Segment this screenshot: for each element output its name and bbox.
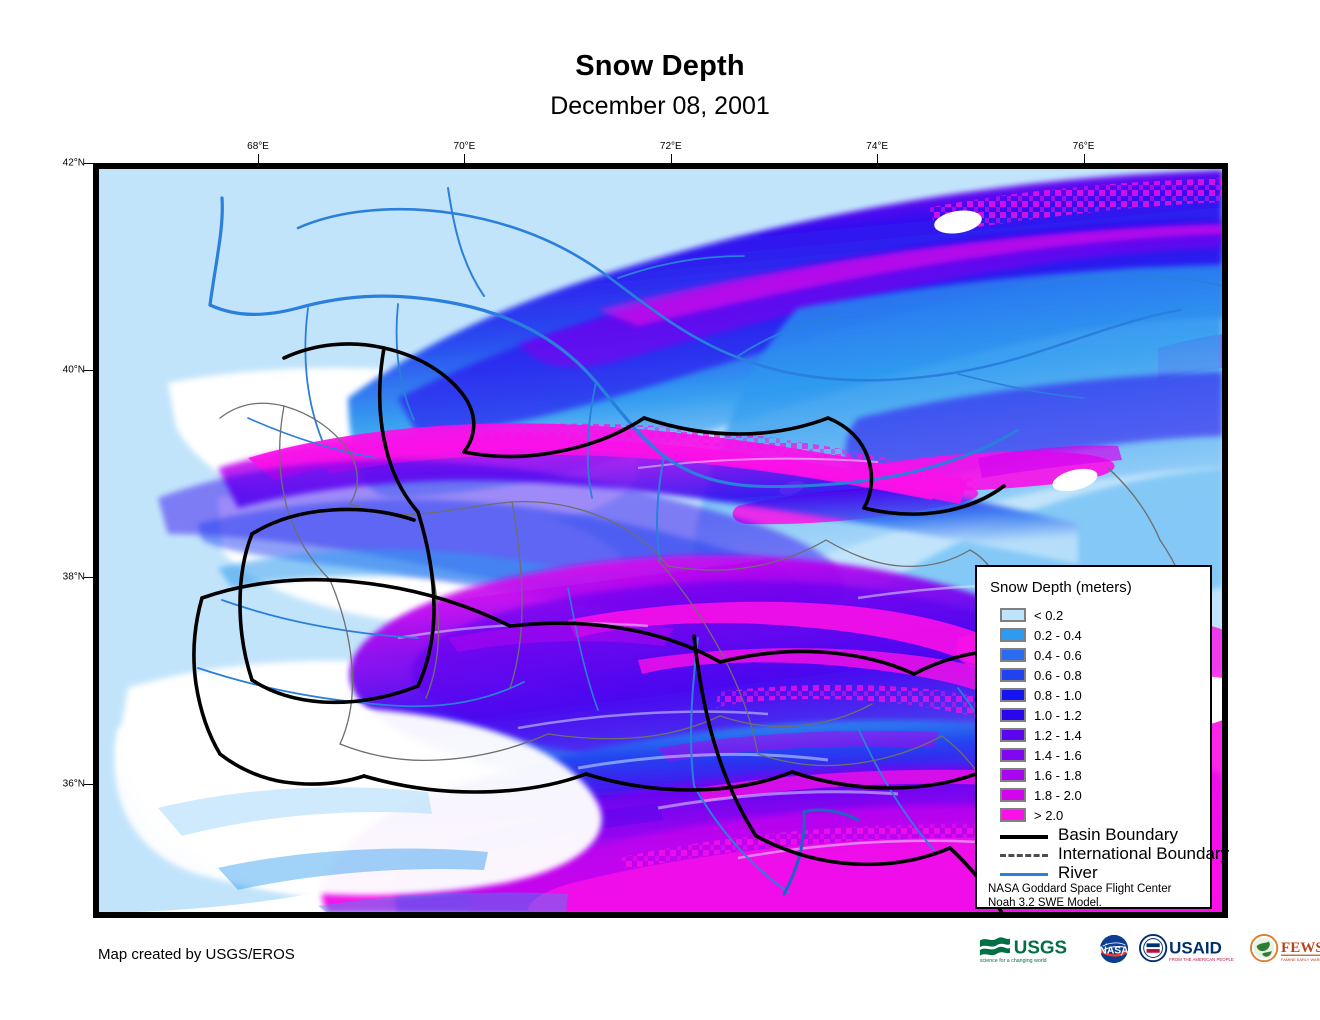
international-boundary-layer <box>219 402 1197 807</box>
legend-credit-line-2: Noah 3.2 SWE Model. <box>988 896 1102 909</box>
legend-line-symbol <box>1000 847 1048 861</box>
legend-line-row: River <box>1000 863 1210 882</box>
legend-class-label: 0.8 - 1.0 <box>1034 687 1082 703</box>
legend-credit-line-1: NASA Goddard Space Flight Center <box>988 883 1172 895</box>
legend-class-row: 1.4 - 1.6 <box>1000 745 1200 765</box>
lat-tick-label: 38°N <box>62 571 85 583</box>
legend-color-swatch <box>1000 768 1026 782</box>
legend-class-label: 0.4 - 0.6 <box>1034 647 1082 663</box>
legend-class-label: > 2.0 <box>1034 807 1064 823</box>
lat-tick-mark <box>84 369 93 371</box>
legend-class-label: 0.2 - 0.4 <box>1034 627 1082 643</box>
svg-text:FEWS NET: FEWS NET <box>1281 940 1320 956</box>
lat-tick-label: 40°N <box>62 364 85 376</box>
legend-line-row: International Boundary <box>1000 844 1229 863</box>
legend-line-label: International Boundary <box>1058 843 1230 863</box>
legend-line-list: Basin Boundary International Boundary Rive… <box>1000 825 1229 882</box>
legend-class-row: < 0.2 <box>1000 605 1200 625</box>
usaid-logo[interactable]: USAID FROM THE AMERICAN PEOPLE <box>1139 933 1241 965</box>
legend-color-swatch <box>1000 708 1026 722</box>
snow-depth-raster <box>98 168 1223 913</box>
legend-class-label: 1.0 - 1.2 <box>1034 707 1082 723</box>
map-frame[interactable] <box>93 163 1228 918</box>
legend-class-row: 1.6 - 1.8 <box>1000 765 1200 785</box>
page-subtitle: December 08, 2001 <box>550 92 770 120</box>
legend-line-label: River <box>1058 862 1098 882</box>
legend-class-row: 0.6 - 0.8 <box>1000 665 1200 685</box>
lon-tick-mark <box>670 154 672 163</box>
legend-class-label: 1.6 - 1.8 <box>1034 767 1082 783</box>
legend-line-label: Basin Boundary <box>1058 824 1179 844</box>
legend-color-swatch <box>1000 628 1026 642</box>
legend-class-row: 1.2 - 1.4 <box>1000 725 1200 745</box>
lon-tick-mark <box>877 154 879 163</box>
legend-class-row: 0.4 - 0.6 <box>1000 645 1200 665</box>
lon-tick-label: 76°E <box>1072 141 1095 152</box>
legend-class-list: < 0.2 0.2 - 0.4 0.4 - 0.6 0.6 - 0.8 0.8 - 1.… <box>1000 605 1200 825</box>
svg-text:USGS: USGS <box>1014 937 1067 958</box>
lon-tick-mark <box>464 154 466 163</box>
svg-text:FROM THE AMERICAN PEOPLE: FROM THE AMERICAN PEOPLE <box>1169 957 1234 962</box>
lon-tick-mark <box>258 154 260 163</box>
svg-text:science for a changing world: science for a changing world <box>980 958 1047 964</box>
legend-class-row: 0.2 - 0.4 <box>1000 625 1200 645</box>
lat-tick-mark <box>84 163 93 164</box>
fewsnet-logo[interactable]: FEWS NET FAMINE EARLY WARNING SYSTEMS NE… <box>1249 933 1320 965</box>
legend-class-label: 0.6 - 0.8 <box>1034 667 1082 683</box>
legend-line-symbol <box>1000 828 1048 842</box>
legend-color-swatch <box>1000 608 1026 622</box>
nasa-logo[interactable]: NASA <box>1098 933 1130 965</box>
usgs-logo[interactable]: USGS science for a changing world <box>978 933 1089 965</box>
legend-panel[interactable]: Snow Depth (meters) < 0.2 0.2 - 0.4 0.4 - … <box>975 565 1229 910</box>
legend-line-row: Basin Boundary <box>1000 825 1210 844</box>
legend-line-symbol <box>1000 866 1048 880</box>
legend-class-row: 0.8 - 1.0 <box>1000 685 1200 705</box>
footer-credit: Map created by USGS/EROS <box>98 946 295 963</box>
svg-text:NASA: NASA <box>1099 946 1129 957</box>
svg-text:FAMINE EARLY WARNING SYSTEMS N: FAMINE EARLY WARNING SYSTEMS NETWORK <box>1281 957 1320 962</box>
legend-class-label: 1.4 - 1.6 <box>1034 747 1082 763</box>
legend-color-swatch <box>1000 788 1026 802</box>
lon-tick-label: 74°E <box>866 141 889 152</box>
legend-class-label: 1.2 - 1.4 <box>1034 727 1082 743</box>
legend-color-swatch <box>1000 728 1026 742</box>
lon-tick-label: 72°E <box>659 141 682 152</box>
lat-tick-label: 36°N <box>62 778 85 790</box>
legend-color-swatch <box>1000 668 1026 682</box>
legend-class-row: > 2.0 <box>1000 805 1200 825</box>
page-title: Snow Depth <box>575 50 745 82</box>
lat-tick-mark <box>84 783 93 785</box>
lon-tick-label: 68°E <box>247 141 269 152</box>
lon-tick-mark <box>1083 154 1085 163</box>
lat-tick-mark <box>84 576 93 578</box>
legend-class-row: 1.0 - 1.2 <box>1000 705 1200 725</box>
legend-credit: NASA Goddard Space Flight Center Noah 3.… <box>988 883 1171 910</box>
legend-class-label: 1.8 - 2.0 <box>1034 787 1082 803</box>
legend-class-row: 1.8 - 2.0 <box>1000 785 1200 805</box>
legend-class-label: < 0.2 <box>1034 607 1064 623</box>
lon-tick-label: 70°E <box>453 141 476 152</box>
legend-color-swatch <box>1000 748 1026 762</box>
logo-bar: USGS science for a changing world NASA U… <box>978 932 1320 966</box>
legend-color-swatch <box>1000 688 1026 702</box>
legend-color-swatch <box>1000 808 1026 822</box>
lat-tick-label: 42°N <box>62 157 85 169</box>
svg-text:USAID: USAID <box>1169 939 1222 958</box>
legend-title: Snow Depth (meters) <box>990 579 1132 596</box>
legend-color-swatch <box>1000 648 1026 662</box>
